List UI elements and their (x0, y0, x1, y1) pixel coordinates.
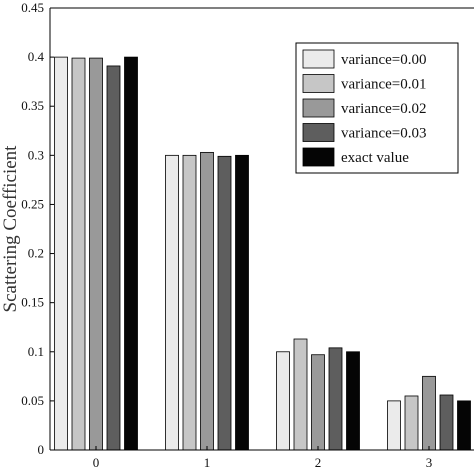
bar-0-series-3 (106, 65, 121, 451)
bar-1-series-1 (182, 154, 197, 451)
y-tick-label: 0.45 (21, 0, 44, 15)
axes-group: 0 0.05 0.1 0.15 0.2 0.25 0.3 0.35 0.4 0.45 0 1 2 3 (21, 0, 474, 470)
y-tick-label: 0.1 (28, 344, 44, 359)
legend: variance=0.00 variance=0.01 variance=0.02 v… (295, 42, 459, 174)
legend-label: variance=0.01 (341, 77, 427, 93)
y-tick-label: 0.3 (28, 147, 44, 162)
bars-group (54, 56, 471, 451)
y-tick-label: 0.4 (28, 49, 45, 64)
bar-2-series-3 (328, 347, 343, 451)
bar-0-series-1 (71, 57, 86, 451)
bar-3-series-1 (404, 395, 419, 451)
y-tick-label: 0.2 (28, 246, 44, 261)
bar-1-series-0 (165, 154, 179, 451)
bar-1-series-4 (235, 154, 249, 451)
bar-2-series-2 (311, 354, 325, 451)
legend-swatch (302, 123, 335, 142)
legend-swatch (302, 147, 335, 167)
bar-0-series-4 (124, 56, 138, 451)
x-tick-label: 2 (315, 455, 322, 470)
y-tick-label: 0 (38, 442, 45, 457)
bar-0-series-2 (89, 57, 103, 451)
legend-label: variance=0.00 (341, 52, 427, 68)
bar-3-series-4 (457, 400, 471, 451)
legend-swatch (302, 49, 335, 69)
x-tick-label: 1 (204, 455, 211, 470)
bar-3-series-3 (439, 394, 454, 451)
bar-1-series-3 (217, 155, 232, 451)
legend-label: variance=0.02 (341, 101, 427, 117)
legend-label: exact value (341, 150, 409, 166)
x-tick-label: 3 (426, 455, 433, 470)
legend-swatch (302, 98, 335, 118)
bar-0-series-0 (54, 56, 68, 451)
legend-label: variance=0.03 (341, 126, 427, 142)
y-axis-label: Scattering Coefficient (0, 145, 21, 313)
bar-3-series-0 (387, 400, 401, 451)
y-tick-label: 0.05 (21, 393, 44, 408)
bar-2-series-4 (346, 351, 360, 451)
bar-2-series-1 (293, 338, 308, 451)
bar-3-series-2 (422, 375, 436, 451)
x-tick-label: 0 (93, 455, 100, 470)
y-tick-label: 0.35 (21, 98, 44, 113)
y-tick-label: 0.15 (21, 295, 44, 310)
bar-2-series-0 (276, 351, 290, 451)
bar-1-series-2 (200, 151, 214, 451)
legend-swatch (302, 74, 335, 93)
y-tick-label: 0.25 (21, 196, 44, 211)
